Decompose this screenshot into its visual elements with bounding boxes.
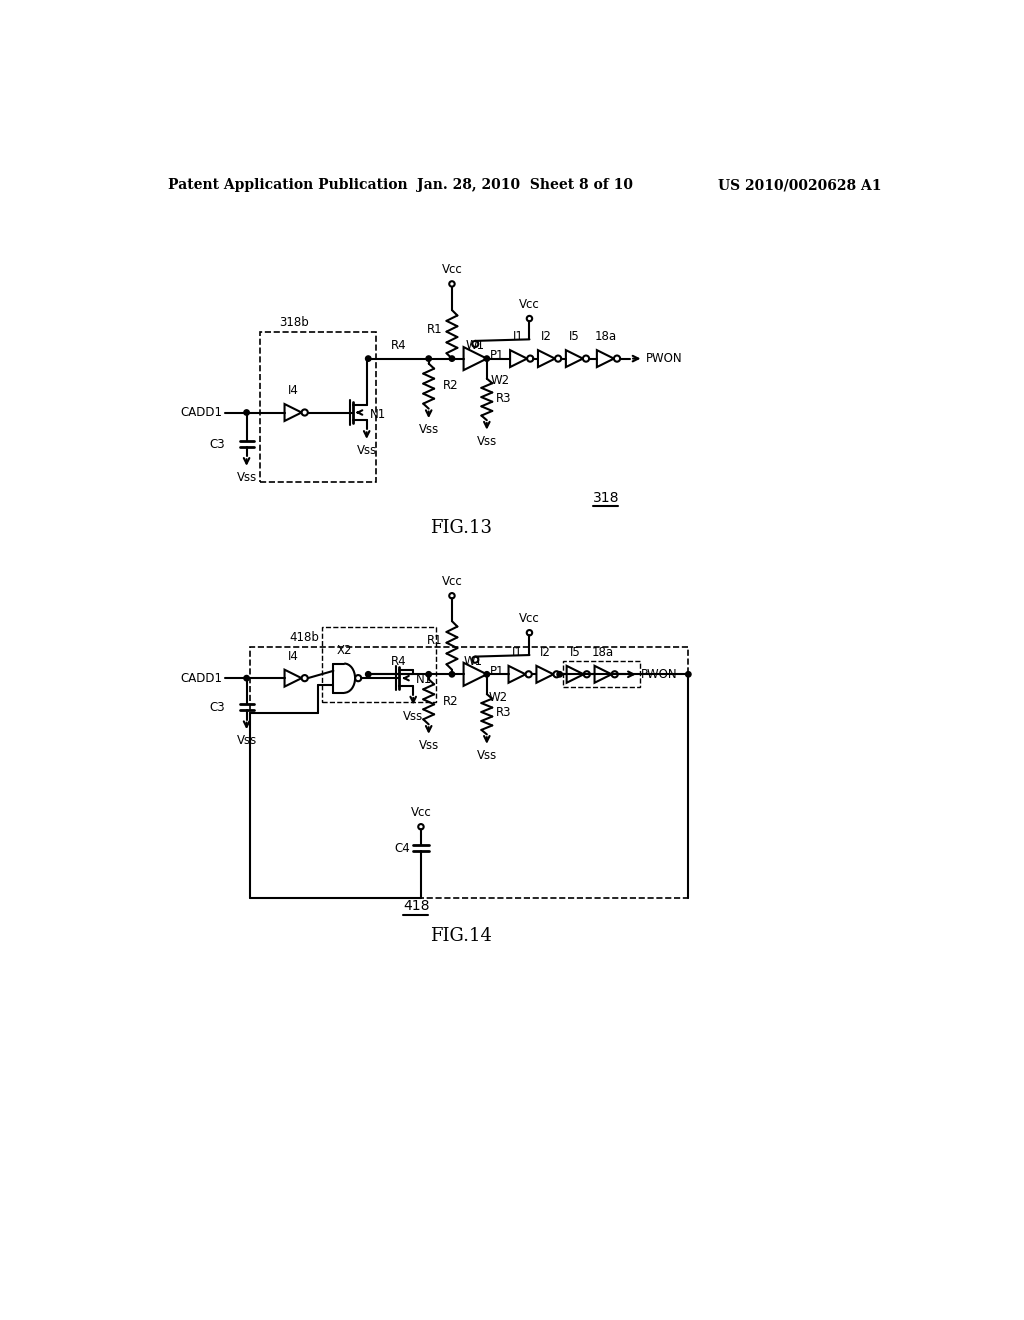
Text: I5: I5 xyxy=(569,330,580,343)
Text: P1: P1 xyxy=(489,348,505,362)
Text: Patent Application Publication: Patent Application Publication xyxy=(168,178,408,193)
Text: I1: I1 xyxy=(513,330,524,343)
Text: I1: I1 xyxy=(512,645,522,659)
Text: I2: I2 xyxy=(540,645,550,659)
Text: 18a: 18a xyxy=(592,645,614,659)
Text: R1: R1 xyxy=(427,634,442,647)
Text: 318: 318 xyxy=(593,491,620,506)
Text: Vss: Vss xyxy=(403,710,423,723)
Text: Vcc: Vcc xyxy=(519,612,540,626)
Bar xyxy=(260,331,376,482)
Text: N1: N1 xyxy=(417,673,432,686)
Text: Vss: Vss xyxy=(477,434,497,447)
Text: I4: I4 xyxy=(288,384,299,397)
Text: I4: I4 xyxy=(288,649,299,663)
Circle shape xyxy=(426,672,431,677)
Text: Vcc: Vcc xyxy=(411,807,431,818)
Text: Vcc: Vcc xyxy=(441,576,462,589)
Text: P1: P1 xyxy=(489,665,505,677)
Circle shape xyxy=(366,672,371,677)
Bar xyxy=(563,661,640,688)
Text: N1: N1 xyxy=(370,408,386,421)
Circle shape xyxy=(557,672,562,677)
Circle shape xyxy=(686,672,691,677)
Text: PWON: PWON xyxy=(641,668,678,681)
Text: C3: C3 xyxy=(209,701,225,714)
Text: 418: 418 xyxy=(403,899,430,913)
Text: W1: W1 xyxy=(464,655,483,668)
Bar xyxy=(322,627,436,702)
Text: CADD1: CADD1 xyxy=(180,407,222,418)
Text: W2: W2 xyxy=(488,690,508,704)
Text: Vss: Vss xyxy=(237,471,257,484)
Text: US 2010/0020628 A1: US 2010/0020628 A1 xyxy=(718,178,882,193)
Circle shape xyxy=(426,356,431,362)
Text: I2: I2 xyxy=(541,330,552,343)
Text: FIG.14: FIG.14 xyxy=(430,927,493,945)
Text: W1: W1 xyxy=(466,339,484,352)
Text: 18a: 18a xyxy=(594,330,616,343)
Bar xyxy=(251,647,688,898)
Text: I5: I5 xyxy=(569,645,581,659)
Text: R1: R1 xyxy=(427,323,442,335)
Text: R2: R2 xyxy=(442,379,459,392)
Text: C3: C3 xyxy=(209,438,225,451)
Text: Vss: Vss xyxy=(477,748,497,762)
Circle shape xyxy=(244,676,249,681)
Text: Vcc: Vcc xyxy=(441,263,462,276)
Text: Vss: Vss xyxy=(237,734,257,747)
Text: R3: R3 xyxy=(496,706,512,719)
Text: 418b: 418b xyxy=(289,631,319,644)
Text: R3: R3 xyxy=(496,392,512,405)
Text: W2: W2 xyxy=(490,374,510,387)
Text: Vss: Vss xyxy=(419,424,439,437)
Text: 318b: 318b xyxy=(280,315,309,329)
Circle shape xyxy=(450,672,455,677)
Circle shape xyxy=(244,409,249,416)
Text: Jan. 28, 2010  Sheet 8 of 10: Jan. 28, 2010 Sheet 8 of 10 xyxy=(417,178,633,193)
Text: R4: R4 xyxy=(391,339,407,352)
Text: C4: C4 xyxy=(394,842,410,855)
Text: Vss: Vss xyxy=(356,444,377,457)
Text: CADD1: CADD1 xyxy=(180,672,222,685)
Text: Vcc: Vcc xyxy=(519,298,540,312)
Text: Vss: Vss xyxy=(419,739,439,752)
Text: PWON: PWON xyxy=(646,352,682,366)
Circle shape xyxy=(484,672,489,677)
Text: FIG.13: FIG.13 xyxy=(430,519,493,537)
Circle shape xyxy=(366,356,371,362)
Text: R4: R4 xyxy=(391,655,407,668)
Text: R2: R2 xyxy=(442,694,459,708)
Circle shape xyxy=(450,356,455,362)
Circle shape xyxy=(484,356,489,362)
Text: X2: X2 xyxy=(337,644,352,656)
